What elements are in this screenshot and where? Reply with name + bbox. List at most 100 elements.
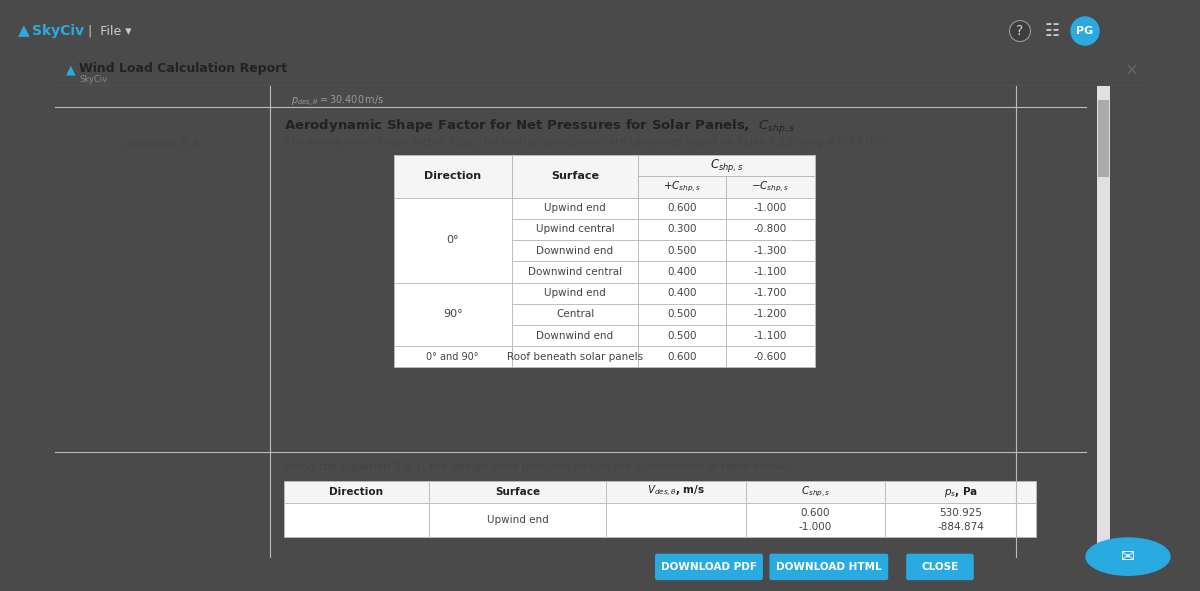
FancyBboxPatch shape xyxy=(906,554,973,580)
Text: Surface: Surface xyxy=(494,487,540,497)
Text: CLOSE: CLOSE xyxy=(922,562,959,572)
Bar xyxy=(726,240,815,261)
Circle shape xyxy=(1072,17,1099,45)
Text: 0.600: 0.600 xyxy=(667,352,697,362)
Bar xyxy=(726,197,815,219)
Bar xyxy=(394,346,511,368)
Text: 0.500: 0.500 xyxy=(667,309,697,319)
Bar xyxy=(606,502,745,537)
Bar xyxy=(638,304,726,325)
Bar xyxy=(726,325,815,346)
Bar xyxy=(511,304,638,325)
Text: $p_{des,\theta} = 30.400\,\mathrm{m/s}$: $p_{des,\theta} = 30.400\,\mathrm{m/s}$ xyxy=(292,93,385,109)
Bar xyxy=(745,502,886,537)
Bar xyxy=(886,481,1036,502)
Text: PG: PG xyxy=(1076,26,1093,36)
Text: DOWNLOAD HTML: DOWNLOAD HTML xyxy=(776,562,882,572)
Bar xyxy=(1098,100,1109,177)
Text: Central: Central xyxy=(556,309,594,319)
Bar xyxy=(511,219,638,240)
FancyBboxPatch shape xyxy=(769,554,888,580)
Text: Wind Load Calculation Report: Wind Load Calculation Report xyxy=(79,63,287,76)
Bar xyxy=(284,481,428,502)
Bar xyxy=(638,219,726,240)
Bar xyxy=(394,155,511,197)
Text: 530.925: 530.925 xyxy=(940,508,982,518)
Text: 0.500: 0.500 xyxy=(667,330,697,340)
Text: Roof beneath solar panels: Roof beneath solar panels xyxy=(506,352,643,362)
Text: -0.600: -0.600 xyxy=(754,352,787,362)
Bar xyxy=(511,155,638,197)
Text: DOWNLOAD PDF: DOWNLOAD PDF xyxy=(661,562,757,572)
Text: $-C_{shp,s}$: $-C_{shp,s}$ xyxy=(751,180,790,194)
Text: 0° and 90°: 0° and 90° xyxy=(426,352,479,362)
FancyBboxPatch shape xyxy=(655,554,763,580)
Text: $C_{shp,s}$: $C_{shp,s}$ xyxy=(710,157,743,174)
Text: Upwind end: Upwind end xyxy=(544,203,606,213)
Text: $C_{shp,s}$: $C_{shp,s}$ xyxy=(800,485,830,499)
Bar xyxy=(745,481,886,502)
Bar xyxy=(638,155,815,176)
Bar xyxy=(726,261,815,282)
Text: The aerodynamic shape factor, $C_{shp,s}$, for rooftop solar panels are calculat: The aerodynamic shape factor, $C_{shp,s}… xyxy=(284,136,894,150)
Bar xyxy=(428,502,606,537)
Text: Direction: Direction xyxy=(330,487,384,497)
Bar xyxy=(638,346,726,368)
Text: Downwind end: Downwind end xyxy=(536,246,613,256)
Circle shape xyxy=(1086,538,1170,575)
Bar xyxy=(511,325,638,346)
Bar xyxy=(511,261,638,282)
Bar xyxy=(511,346,638,368)
Text: 0°: 0° xyxy=(446,235,458,245)
Bar xyxy=(726,304,815,325)
Text: Upwind end: Upwind end xyxy=(487,515,548,525)
Text: ☷: ☷ xyxy=(1044,22,1060,40)
Text: 0.500: 0.500 xyxy=(667,246,697,256)
Text: ✉: ✉ xyxy=(1121,548,1135,566)
Text: Downwind central: Downwind central xyxy=(528,267,622,277)
Bar xyxy=(638,261,726,282)
Text: -1.200: -1.200 xyxy=(754,309,787,319)
Text: -1.300: -1.300 xyxy=(754,246,787,256)
Bar xyxy=(726,176,815,197)
Bar xyxy=(726,282,815,304)
Bar xyxy=(638,282,726,304)
Bar xyxy=(726,219,815,240)
Bar xyxy=(511,197,638,219)
Bar xyxy=(638,325,726,346)
Text: -1.000: -1.000 xyxy=(799,522,833,532)
Text: Upwind central: Upwind central xyxy=(535,225,614,235)
Bar xyxy=(284,502,428,537)
Text: SkyCiv: SkyCiv xyxy=(32,24,84,38)
Bar xyxy=(606,481,745,502)
Text: 0.400: 0.400 xyxy=(667,288,697,298)
Bar xyxy=(1097,86,1110,558)
Text: ▲: ▲ xyxy=(18,24,30,38)
Text: -1.100: -1.100 xyxy=(754,330,787,340)
Text: ×: × xyxy=(1124,62,1139,80)
Text: Downwind end: Downwind end xyxy=(536,330,613,340)
Text: -1.000: -1.000 xyxy=(754,203,787,213)
Text: $+C_{shp,s}$: $+C_{shp,s}$ xyxy=(664,180,702,194)
Bar xyxy=(511,240,638,261)
Bar xyxy=(638,240,726,261)
Text: -884.874: -884.874 xyxy=(937,522,984,532)
Bar xyxy=(638,176,726,197)
Text: |  File ▾: | File ▾ xyxy=(88,25,132,37)
Text: 0.600: 0.600 xyxy=(667,203,697,213)
Bar xyxy=(394,282,511,346)
Bar xyxy=(511,282,638,304)
Text: Direction: Direction xyxy=(424,171,481,181)
Text: ?: ? xyxy=(1016,24,1024,38)
Text: Surface: Surface xyxy=(551,171,599,181)
Text: ▲: ▲ xyxy=(66,63,76,76)
Text: Upwind end: Upwind end xyxy=(544,288,606,298)
Bar xyxy=(886,502,1036,537)
Text: Using the Equation 2.4.1, the design wind pressure values are summarized in tabl: Using the Equation 2.4.1, the design win… xyxy=(284,462,788,472)
Bar xyxy=(428,481,606,502)
Text: -0.800: -0.800 xyxy=(754,225,787,235)
Text: 90°: 90° xyxy=(443,309,462,319)
Text: $p_s$, Pa: $p_s$, Pa xyxy=(943,485,978,499)
Text: 0.300: 0.300 xyxy=(667,225,697,235)
Bar xyxy=(638,197,726,219)
